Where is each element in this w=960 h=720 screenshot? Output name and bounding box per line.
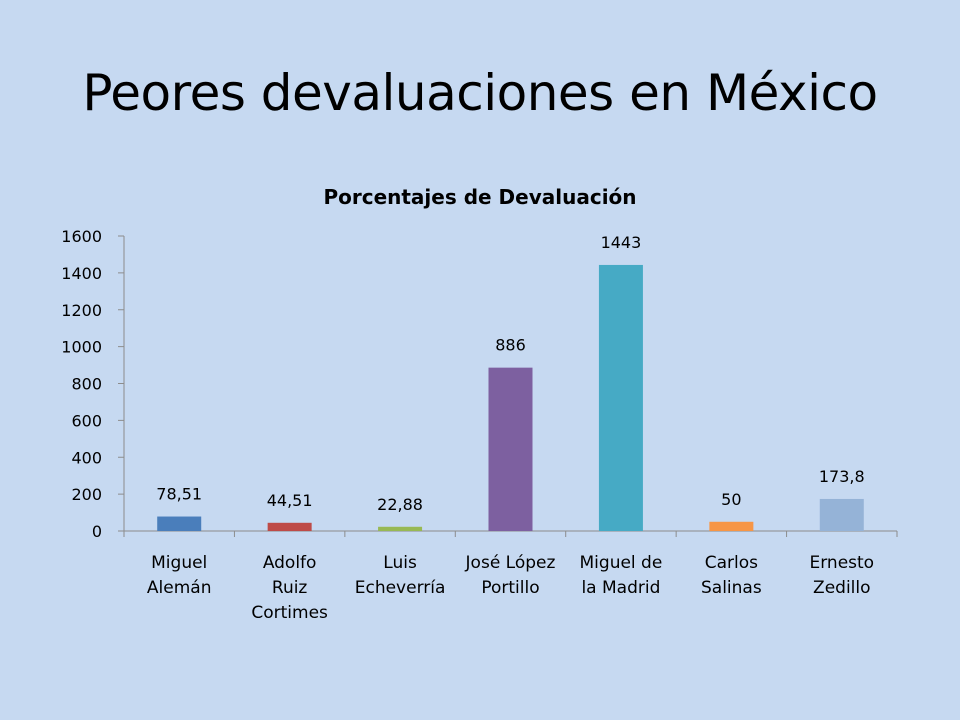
x-category-label-line: Portillo xyxy=(481,578,539,598)
data-label: 50 xyxy=(721,490,741,509)
y-tick-label: 600 xyxy=(71,411,102,430)
x-category-label-line: José López xyxy=(465,553,556,573)
x-category-label-line: Luis xyxy=(383,553,417,573)
y-tick-label: 200 xyxy=(71,485,102,504)
x-category-label: Adolfo Ruiz Cortimes xyxy=(251,553,328,623)
x-category-label-line: Ernesto xyxy=(809,553,874,573)
x-category-label-line: Cortimes xyxy=(251,603,328,623)
data-label: 886 xyxy=(495,336,526,355)
y-tick-label: 800 xyxy=(71,375,102,394)
y-tick-label: 1600 xyxy=(61,227,102,246)
x-category-label: José López Portillo xyxy=(465,553,556,598)
x-category-label-line: Salinas xyxy=(701,578,762,598)
x-category-label-line: Alemán xyxy=(147,578,212,598)
x-category-label-line: Miguel de xyxy=(580,553,663,573)
x-category-label-line: Adolfo xyxy=(263,553,317,573)
data-label: 173,8 xyxy=(819,467,865,486)
bar xyxy=(157,516,202,531)
data-label: 1443 xyxy=(601,233,642,252)
x-category-label-line: Carlos xyxy=(705,553,758,573)
y-tick-label: 1400 xyxy=(61,264,102,283)
bar xyxy=(267,522,312,531)
chart-bars xyxy=(157,264,864,531)
bar xyxy=(598,264,643,531)
x-category-label-line: Ruiz xyxy=(272,578,308,598)
data-label: 78,51 xyxy=(156,485,202,504)
x-category-label: Luis Echeverría xyxy=(355,553,446,598)
x-category-label-line: la Madrid xyxy=(581,578,660,598)
bar xyxy=(488,367,533,531)
x-category-label-line: Echeverría xyxy=(355,578,446,598)
bar xyxy=(709,521,754,531)
chart-labels: 78,51 Miguel Alemán 44,51 Adolfo Ruiz Cortimes… xyxy=(147,233,874,623)
y-tick-label: 1000 xyxy=(61,338,102,357)
x-category-label: Ernesto Zedillo xyxy=(809,553,874,598)
y-tick-label: 0 xyxy=(92,522,102,541)
x-category-label: Miguel Alemán xyxy=(147,553,212,598)
slide-title: Peores devaluaciones en México xyxy=(82,64,878,122)
chart-title: Porcentajes de Devaluación xyxy=(323,185,636,209)
y-tick-label: 400 xyxy=(71,448,102,467)
x-category-label: Miguel de la Madrid xyxy=(580,553,663,598)
bar xyxy=(819,498,864,531)
y-tick-label: 1200 xyxy=(61,301,102,320)
data-label: 22,88 xyxy=(377,495,423,514)
x-category-label-line: Miguel xyxy=(151,553,207,573)
data-label: 44,51 xyxy=(267,491,313,510)
x-category-label-line: Zedillo xyxy=(813,578,870,598)
x-category-label: Carlos Salinas xyxy=(701,553,762,598)
bar xyxy=(378,526,423,531)
